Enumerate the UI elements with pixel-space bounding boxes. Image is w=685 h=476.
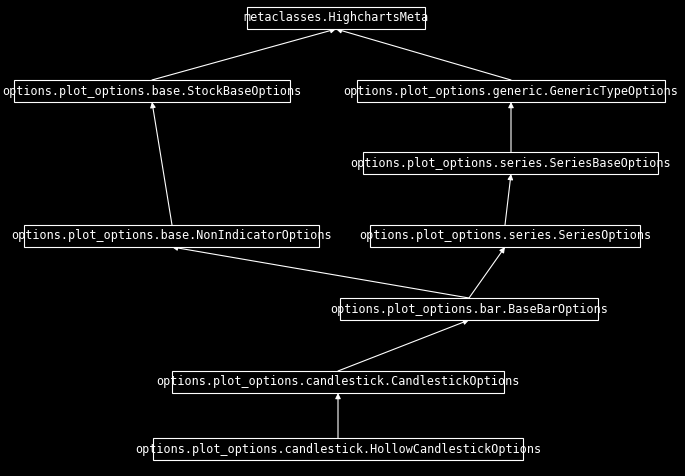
Bar [370, 225, 640, 247]
Text: options.plot_options.bar.BaseBarOptions: options.plot_options.bar.BaseBarOptions [330, 303, 608, 316]
Bar [340, 298, 598, 320]
Text: options.plot_options.base.StockBaseOptions: options.plot_options.base.StockBaseOptio… [2, 85, 301, 98]
Text: options.plot_options.candlestick.HollowCandlestickOptions: options.plot_options.candlestick.HollowC… [135, 443, 541, 456]
Text: options.plot_options.series.SeriesBaseOptions: options.plot_options.series.SeriesBaseOp… [351, 157, 671, 169]
Bar [14, 80, 290, 102]
Text: options.plot_options.series.SeriesOptions: options.plot_options.series.SeriesOption… [359, 229, 651, 242]
Bar [247, 7, 425, 29]
Bar [25, 225, 319, 247]
Text: options.plot_options.generic.GenericTypeOptions: options.plot_options.generic.GenericType… [344, 85, 678, 98]
Text: metaclasses.HighchartsMeta: metaclasses.HighchartsMeta [243, 11, 429, 24]
Bar [358, 80, 664, 102]
Bar [364, 152, 658, 174]
Bar [172, 371, 504, 393]
Text: options.plot_options.candlestick.CandlestickOptions: options.plot_options.candlestick.Candles… [156, 376, 520, 388]
Text: options.plot_options.base.NonIndicatorOptions: options.plot_options.base.NonIndicatorOp… [12, 229, 332, 242]
Bar [153, 438, 523, 460]
